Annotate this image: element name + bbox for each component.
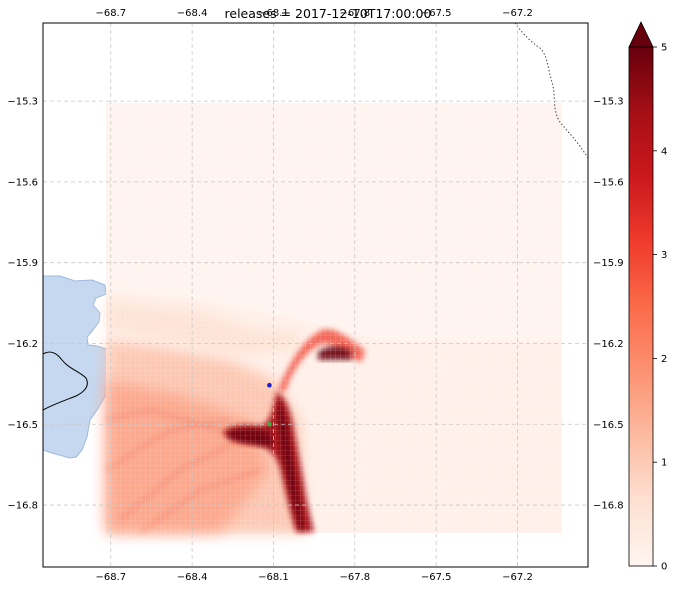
x-tick-label-top: −68.4 <box>177 8 208 19</box>
y-tick-label-right: −15.6 <box>593 177 624 188</box>
concentration-field <box>106 103 562 533</box>
y-tick-label-left: −16.2 <box>7 339 38 350</box>
colorbar-tick-label: 4 <box>661 146 667 157</box>
x-tick-label-bottom: −67.8 <box>339 572 370 583</box>
colorbar: 0 1 2 3 4 5 <box>629 22 667 573</box>
colorbar-extend-arrow <box>629 22 653 47</box>
x-tick-label-bottom: −67.2 <box>502 572 533 583</box>
y-tick-label-right: −16.8 <box>593 501 624 512</box>
y-tick-label-left: −15.6 <box>7 177 38 188</box>
y-tick-label-left: −16.5 <box>7 420 38 431</box>
y-tick-label-right: −15.3 <box>593 97 624 108</box>
colorbar-tick-label: 5 <box>661 43 667 54</box>
y-tick-label-left: −15.3 <box>7 97 38 108</box>
y-tick-label-right: −16.2 <box>593 339 624 350</box>
colorbar-ticks: 0 1 2 3 4 5 <box>653 43 667 573</box>
y-tick-label-right: −15.9 <box>593 258 624 269</box>
chart-title: releases = 2017-12-10T17:00:00 <box>225 6 432 21</box>
x-tick-labels-bottom: −68.7 −68.4 −68.1 −67.8 −67.5 −67.2 <box>95 572 532 583</box>
map-layers <box>43 23 588 567</box>
y-tick-labels-right: −15.3 −15.6 −15.9 −16.2 −16.5 −16.8 <box>593 97 624 512</box>
map-axes: −68.7 −68.4 −68.1 −67.8 −67.5 −67.2 −68.7 −68.… <box>7 6 623 583</box>
colorbar-tick-label: 2 <box>661 354 667 365</box>
colorbar-bar <box>629 47 653 566</box>
marker-release <box>267 383 272 388</box>
x-tick-label-top: −67.2 <box>502 8 533 19</box>
x-tick-label-bottom: −68.1 <box>258 572 289 583</box>
field-cells <box>106 103 562 533</box>
colorbar-tick-label: 3 <box>661 250 667 261</box>
x-tick-label-bottom: −67.5 <box>421 572 452 583</box>
colorbar-tick-label: 1 <box>661 458 667 469</box>
x-tick-label-top: −68.7 <box>95 8 126 19</box>
y-tick-label-right: −16.5 <box>593 420 624 431</box>
x-tick-label-bottom: −68.4 <box>177 572 208 583</box>
y-tick-label-left: −16.8 <box>7 501 38 512</box>
y-tick-labels-left: −15.3 −15.6 −15.9 −16.2 −16.5 −16.8 <box>7 97 38 512</box>
x-tick-label-bottom: −68.7 <box>95 572 126 583</box>
y-tick-label-left: −15.9 <box>7 258 38 269</box>
marker-receptor <box>267 422 272 427</box>
colorbar-tick-label: 0 <box>661 562 667 573</box>
